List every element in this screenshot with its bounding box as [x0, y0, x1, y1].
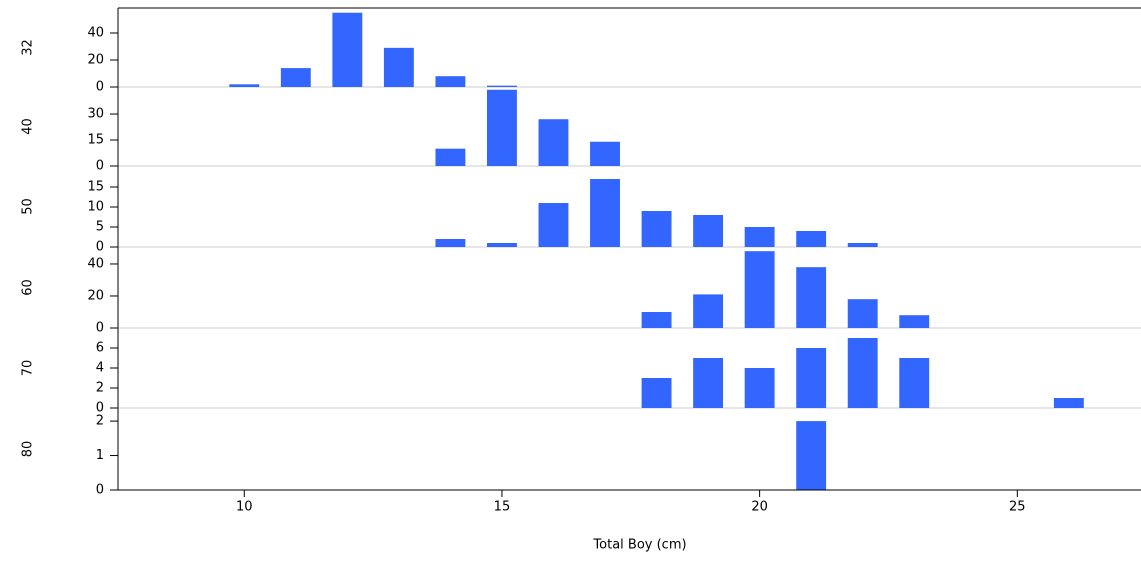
bar — [641, 378, 672, 408]
bar — [487, 85, 517, 87]
bar — [280, 68, 311, 87]
y-tick-label: 4 — [96, 361, 104, 376]
bar — [590, 141, 620, 166]
x-axis-label: Total Boy (cm) — [592, 538, 686, 553]
bar — [899, 358, 930, 408]
bar — [332, 12, 363, 88]
panel-label: 60 — [21, 279, 36, 296]
y-tick-label: 0 — [96, 401, 104, 416]
bar — [744, 251, 775, 328]
bar — [693, 294, 724, 328]
panel-label: 40 — [21, 118, 36, 135]
y-tick-label: 2 — [96, 381, 104, 396]
bar — [744, 227, 775, 247]
bar — [796, 348, 827, 408]
y-tick-label: 0 — [96, 240, 104, 255]
panel-label: 50 — [21, 198, 36, 215]
panel-label: 70 — [21, 360, 36, 377]
panel-label: 80 — [21, 441, 36, 458]
panel-label: 32 — [21, 39, 36, 56]
bar — [796, 231, 827, 247]
x-tick-label: 10 — [236, 500, 253, 515]
x-tick-label: 20 — [751, 500, 768, 515]
y-tick-label: 0 — [96, 80, 104, 95]
bar — [641, 211, 672, 247]
bar — [487, 243, 517, 247]
y-tick-label: 20 — [87, 52, 104, 67]
y-tick-label: 40 — [87, 25, 104, 40]
y-tick-label: 6 — [96, 341, 104, 356]
bar — [847, 243, 878, 247]
y-tick-label: 2 — [96, 414, 104, 429]
y-tick-label: 40 — [87, 256, 104, 271]
bar — [744, 368, 775, 408]
y-tick-label: 20 — [87, 288, 104, 303]
x-tick-label: 25 — [1009, 500, 1026, 515]
bar — [538, 203, 569, 247]
bar — [487, 89, 517, 166]
bar — [435, 76, 466, 87]
bar — [693, 358, 724, 408]
y-tick-label: 0 — [96, 483, 104, 498]
y-tick-label: 0 — [96, 321, 104, 336]
bar — [383, 47, 414, 87]
x-tick-label: 15 — [494, 500, 511, 515]
bar — [641, 311, 672, 328]
y-tick-label: 1 — [96, 448, 104, 463]
bar — [796, 267, 827, 328]
y-tick-label: 10 — [87, 200, 104, 215]
y-tick-label: 0 — [96, 159, 104, 174]
y-tick-label: 15 — [87, 180, 104, 195]
y-tick-label: 30 — [87, 107, 104, 122]
y-tick-label: 5 — [96, 220, 104, 235]
bar — [796, 421, 827, 490]
bar — [847, 299, 878, 328]
bar — [847, 338, 878, 408]
bar — [435, 239, 466, 247]
bar — [229, 84, 260, 87]
bar — [435, 148, 466, 166]
y-tick-label: 15 — [87, 133, 104, 148]
bar — [1053, 398, 1084, 408]
bar — [899, 315, 930, 328]
bar — [590, 179, 620, 247]
bar — [538, 119, 569, 166]
bar — [693, 215, 724, 247]
